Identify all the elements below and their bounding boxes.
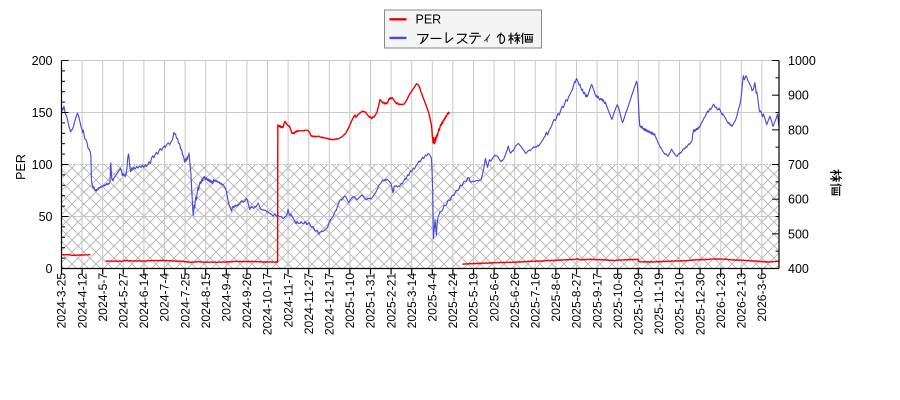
svg-text:2024-8-15: 2024-8-15 xyxy=(199,273,213,329)
svg-text:700: 700 xyxy=(788,158,809,172)
svg-text:2025-10-29: 2025-10-29 xyxy=(632,273,646,336)
svg-text:0: 0 xyxy=(46,262,53,276)
svg-text:2024-5-27: 2024-5-27 xyxy=(117,273,131,329)
svg-text:2024-11-7: 2024-11-7 xyxy=(281,273,295,328)
svg-text:2025-9-17: 2025-9-17 xyxy=(590,273,604,329)
svg-text:2024-9-4: 2024-9-4 xyxy=(220,273,234,322)
svg-text:PER: PER xyxy=(14,154,28,180)
svg-text:200: 200 xyxy=(32,54,53,68)
svg-text:2025-6-26: 2025-6-26 xyxy=(508,273,522,329)
svg-text:2024-9-26: 2024-9-26 xyxy=(240,273,254,329)
svg-text:PER: PER xyxy=(416,13,442,27)
svg-text:500: 500 xyxy=(788,227,809,241)
svg-text:2024-6-14: 2024-6-14 xyxy=(137,273,151,329)
svg-text:2024-5-7: 2024-5-7 xyxy=(96,273,110,322)
svg-text:2025-7-16: 2025-7-16 xyxy=(529,273,543,329)
svg-text:2025-4-4: 2025-4-4 xyxy=(426,273,440,322)
svg-text:2025-4-24: 2025-4-24 xyxy=(446,273,460,329)
svg-text:2025-12-10: 2025-12-10 xyxy=(673,273,687,336)
svg-text:2024-10-17: 2024-10-17 xyxy=(261,273,275,336)
svg-text:2026-3-6: 2026-3-6 xyxy=(755,273,769,322)
svg-text:800: 800 xyxy=(788,123,809,137)
svg-text:400: 400 xyxy=(788,262,809,276)
svg-text:2026-2-13: 2026-2-13 xyxy=(735,273,749,329)
svg-text:2024-7-25: 2024-7-25 xyxy=(178,273,192,329)
svg-text:2025-8-6: 2025-8-6 xyxy=(549,273,563,322)
svg-text:100: 100 xyxy=(32,158,53,172)
svg-text:2025-6-6: 2025-6-6 xyxy=(487,273,501,322)
svg-text:2025-8-27: 2025-8-27 xyxy=(570,273,584,329)
svg-text:2025-2-21: 2025-2-21 xyxy=(384,273,398,329)
svg-text:2025-3-14: 2025-3-14 xyxy=(405,273,419,329)
svg-text:50: 50 xyxy=(39,210,53,224)
svg-text:150: 150 xyxy=(32,106,53,120)
svg-text:2025-1-10: 2025-1-10 xyxy=(343,273,357,329)
svg-text:2026-1-23: 2026-1-23 xyxy=(714,273,728,329)
svg-text:2024-11-27: 2024-11-27 xyxy=(302,273,316,335)
svg-text:2025-1-31: 2025-1-31 xyxy=(364,273,378,329)
svg-text:2025-11-19: 2025-11-19 xyxy=(652,273,666,335)
svg-text:2025-12-30: 2025-12-30 xyxy=(693,273,707,336)
svg-text:1000: 1000 xyxy=(788,54,816,68)
svg-text:2024-7-4: 2024-7-4 xyxy=(158,273,172,322)
svg-text:2024-12-17: 2024-12-17 xyxy=(323,273,337,336)
svg-text:600: 600 xyxy=(788,193,809,207)
svg-text:2024-4-12: 2024-4-12 xyxy=(75,273,89,329)
svg-text:2024-3-25: 2024-3-25 xyxy=(55,273,69,329)
svg-text:900: 900 xyxy=(788,89,809,103)
svg-text:2025-10-8: 2025-10-8 xyxy=(611,273,625,329)
svg-text:2025-5-19: 2025-5-19 xyxy=(467,273,481,329)
